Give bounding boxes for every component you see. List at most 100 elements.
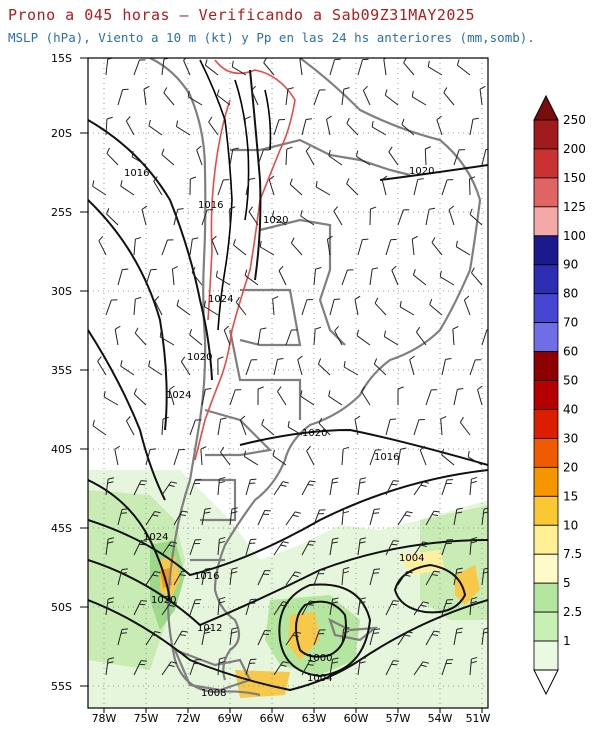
wind-barb-flag xyxy=(272,210,275,217)
wind-barb-flag xyxy=(235,296,240,303)
wind-barb xyxy=(171,269,175,286)
lat-label: 55S xyxy=(51,680,72,693)
isobar-label: 1004 xyxy=(399,553,424,564)
wind-barb-flag xyxy=(400,447,407,450)
wind-barb-flag xyxy=(334,325,339,332)
lon-label: 69W xyxy=(218,712,243,725)
wind-barb-flag xyxy=(154,571,161,574)
colorbar-label: 2.5 xyxy=(563,605,582,619)
wind-barb xyxy=(273,661,284,676)
wind-barb-flag xyxy=(135,236,142,240)
wind-barb-flag xyxy=(114,325,121,330)
wind-barb-flag xyxy=(107,597,115,600)
wind-barb-flag xyxy=(126,416,131,422)
wind-barb xyxy=(153,181,163,196)
wind-barb xyxy=(220,451,231,466)
wind-barb-flag xyxy=(331,601,338,604)
wind-barb-flag xyxy=(231,511,238,514)
wind-barb xyxy=(133,393,147,406)
wind-barb-flag xyxy=(218,540,225,544)
wind-barb xyxy=(441,454,455,466)
wind-barb xyxy=(117,269,123,286)
wind-barb xyxy=(329,299,335,316)
wind-barb xyxy=(301,600,311,616)
wind-barb xyxy=(105,599,109,616)
wind-barb xyxy=(285,511,296,526)
wind-barb-flag xyxy=(240,415,246,421)
wind-barb xyxy=(217,94,231,106)
wind-barb xyxy=(287,426,303,436)
wind-barb-flag xyxy=(406,571,413,574)
colorbar-swatch xyxy=(533,293,559,324)
wind-barb xyxy=(356,156,371,166)
wind-barb-flag xyxy=(203,300,206,307)
wind-barb-flag xyxy=(300,390,303,397)
wind-barb-flag xyxy=(334,298,341,301)
wind-barb-flag xyxy=(419,445,426,451)
wind-barb xyxy=(469,539,472,556)
wind-barb xyxy=(329,479,334,496)
wind-barb-flag xyxy=(107,661,114,664)
wind-barb-flag xyxy=(277,386,282,392)
wind-barb xyxy=(436,119,443,136)
wind-barb-flag xyxy=(362,238,369,241)
wind-barb xyxy=(125,420,135,436)
wind-barb xyxy=(315,186,331,196)
wind-barb-flag xyxy=(409,355,415,360)
wind-barb-flag xyxy=(133,388,137,395)
wind-barb-flag xyxy=(223,325,230,331)
wind-barb xyxy=(133,299,136,316)
wind-barb xyxy=(273,119,280,136)
wind-barb xyxy=(257,510,266,526)
wind-barb-flag xyxy=(107,477,115,480)
wind-barb xyxy=(245,599,251,616)
wind-barb-flag xyxy=(391,543,398,546)
colorbar-swatch xyxy=(533,206,559,237)
wind-barb xyxy=(120,365,135,376)
wind-barb-flag xyxy=(220,446,225,453)
wind-barb-flag xyxy=(331,541,338,544)
wind-barb-flag xyxy=(393,480,400,482)
wind-barb xyxy=(188,96,203,106)
wind-barb-flag xyxy=(328,390,331,397)
wind-barb-flag xyxy=(360,657,367,660)
latitude-ticks xyxy=(80,57,88,687)
wind-barb-flag xyxy=(470,480,477,484)
wind-barb xyxy=(341,629,344,646)
bolivia-border xyxy=(230,138,411,177)
wind-barb xyxy=(117,629,123,646)
wind-barb xyxy=(301,540,311,556)
wind-barb xyxy=(326,119,331,136)
wind-barb-flag xyxy=(295,511,302,514)
wind-barb-flag xyxy=(140,540,148,542)
wind-barb xyxy=(361,391,371,406)
wind-barb-flag xyxy=(217,356,224,360)
wind-barb-flag xyxy=(122,268,129,271)
wind-barb-flag xyxy=(404,634,411,637)
wind-barb xyxy=(329,59,336,76)
isobar-label: 1024 xyxy=(143,532,168,543)
wind-barb xyxy=(479,89,483,106)
wind-barb-flag xyxy=(191,267,196,273)
colorbar-swatch xyxy=(533,380,559,410)
wind-barb-flag xyxy=(470,600,477,604)
isobar-line xyxy=(249,69,262,281)
colorbar-label: 20 xyxy=(563,460,578,474)
colorbar-top-arrow xyxy=(533,94,559,121)
wind-barb-flag xyxy=(328,149,331,156)
wind-barb-flag xyxy=(436,115,442,121)
terrain-contour-black xyxy=(199,59,272,331)
wind-barb xyxy=(453,569,458,586)
wind-barb-flag xyxy=(422,481,429,484)
wind-barb xyxy=(328,155,343,166)
wind-barb-flag xyxy=(103,390,106,398)
wind-barb xyxy=(457,64,471,76)
wind-barb xyxy=(391,270,399,286)
isobar-label: 1016 xyxy=(374,452,399,463)
wind-barb xyxy=(469,214,483,226)
wind-barb-flag xyxy=(420,484,427,488)
latitude-labels: 15S 20S 25S 30S 35S 40S 45S 50S 55S xyxy=(51,52,72,693)
wind-barb-flag xyxy=(92,419,95,426)
colorbar-label: 100 xyxy=(563,229,586,243)
wind-barb xyxy=(248,211,259,226)
